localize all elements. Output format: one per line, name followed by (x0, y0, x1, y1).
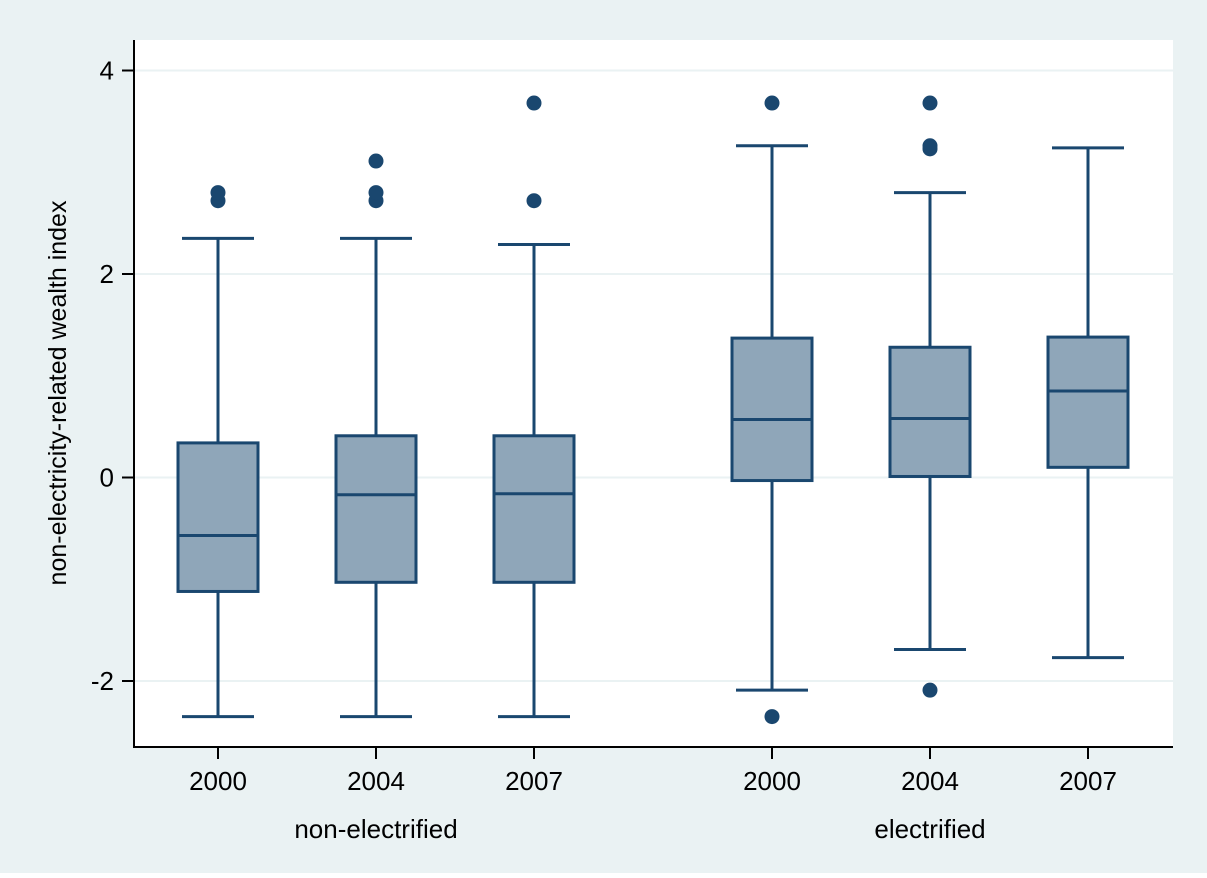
iqr-box (176, 441, 260, 593)
y-tick-label: 4 (100, 56, 114, 86)
x-tick-label: 2007 (1059, 766, 1117, 796)
x-tick-label: 2004 (347, 766, 405, 796)
y-tick-label: 2 (100, 259, 114, 289)
box-3 (730, 95, 814, 725)
outlier-point (922, 682, 938, 698)
outlier-point (368, 153, 384, 169)
iqr-box (334, 434, 418, 584)
x-tick-label: 2000 (189, 766, 247, 796)
y-tick-label: 0 (100, 463, 114, 493)
boxes-layer (176, 95, 1130, 725)
y-tick-label: -2 (91, 666, 114, 696)
box-2 (492, 95, 576, 719)
outlier-point (922, 138, 938, 154)
axes-layer: 4 2 0 -2 2000 2004 2007 2000 2004 2007 non-electri… (91, 40, 1173, 844)
iqr-box (888, 345, 972, 478)
box-5 (1046, 146, 1130, 660)
plot-area (134, 40, 1173, 747)
x-tick-label: 2000 (743, 766, 801, 796)
outlier-point (210, 185, 226, 201)
outlier-point (764, 709, 780, 725)
x-tick-label: 2007 (505, 766, 563, 796)
x-tick-label: 2004 (901, 766, 959, 796)
box-1 (334, 153, 418, 719)
y-axis-title: non-electricity-related wealth index (44, 200, 72, 585)
outlier-point (368, 185, 384, 201)
outlier-point (526, 95, 542, 111)
outlier-point (764, 95, 780, 111)
outlier-point (526, 193, 542, 209)
iqr-box (492, 434, 576, 584)
group-label: electrified (874, 814, 985, 844)
outlier-point (922, 95, 938, 111)
box-4 (888, 95, 972, 698)
group-label: non-electrified (294, 814, 457, 844)
grid-lines (134, 69, 1173, 682)
box-0 (176, 185, 260, 719)
iqr-box (730, 336, 814, 483)
iqr-box (1046, 335, 1130, 469)
